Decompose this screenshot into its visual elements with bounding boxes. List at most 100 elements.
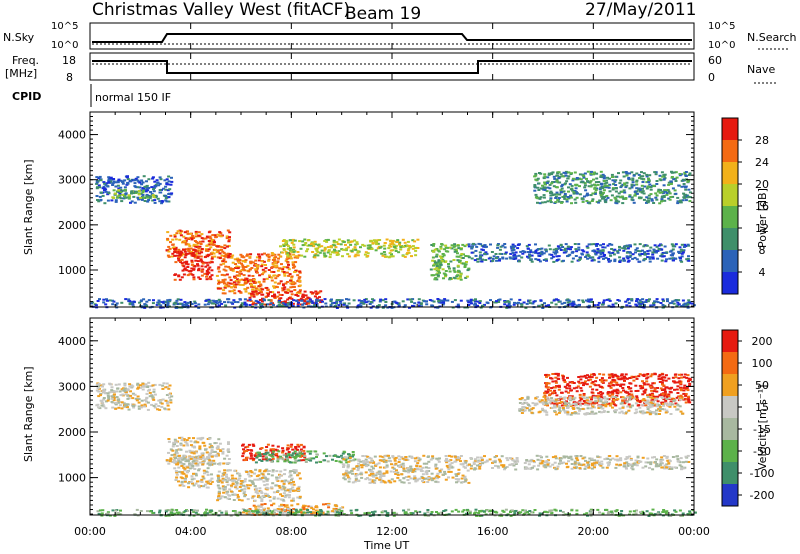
power-cell [476, 304, 479, 307]
power-cell [114, 185, 118, 188]
velocity-cell [188, 462, 192, 465]
velocity-cell [464, 478, 468, 481]
power-cell [330, 251, 334, 254]
velocity-cell [165, 402, 169, 405]
velocity-cell [343, 451, 347, 454]
power-cell [190, 263, 194, 266]
power-cell [565, 200, 569, 203]
velocity-cell [176, 455, 180, 458]
velocity-cell [160, 405, 164, 408]
velocity-cell [259, 505, 263, 508]
power-cell [178, 254, 182, 257]
velocity-cell [447, 470, 451, 473]
power-cell [120, 200, 124, 203]
power-cell [505, 306, 509, 309]
power-cell [573, 243, 577, 245]
velocity-cell [408, 455, 412, 458]
power-cell [226, 245, 229, 248]
power-cell [246, 280, 250, 283]
velocity-cell [201, 436, 205, 439]
velocity-cell [153, 383, 157, 386]
power-cell [120, 301, 124, 304]
power-cell [585, 245, 589, 248]
power-cell [491, 259, 495, 262]
power-cell [594, 184, 598, 187]
power-cell [233, 301, 237, 303]
velocity-cell [106, 399, 110, 402]
power-cell [118, 193, 122, 195]
power-cell [260, 293, 264, 296]
velocity-cell [183, 480, 187, 483]
power-cell [498, 248, 502, 251]
power-cell [378, 246, 382, 249]
power-cell [294, 269, 298, 272]
power-cell [660, 253, 664, 256]
power-cell [215, 300, 219, 302]
velocity-cell [445, 464, 449, 467]
power-cell [480, 248, 484, 251]
velocity-cell [653, 456, 656, 459]
power-cell [157, 299, 161, 302]
power-cell [304, 303, 308, 306]
velocity-cell [182, 439, 186, 442]
power-cell [143, 185, 147, 188]
velocity-cell [276, 489, 280, 492]
velocity-cell [535, 454, 539, 457]
velocity-cell [209, 463, 213, 466]
power-cell [366, 252, 370, 255]
velocity-cell [404, 470, 408, 473]
velocity-cell [241, 508, 245, 511]
velocity-cell [205, 451, 209, 454]
velocity-cell [185, 442, 189, 445]
velocity-cell [245, 484, 249, 487]
power-cell [586, 170, 590, 173]
power-cell [147, 178, 151, 181]
power-cell [368, 303, 372, 305]
velocity-cell [167, 440, 171, 443]
power-cell [143, 306, 147, 309]
power-cell [293, 271, 297, 273]
velocity-cell [117, 397, 121, 400]
power-cell [285, 244, 289, 246]
velocity-cell [236, 479, 240, 482]
power-cell [568, 300, 572, 303]
velocity-cell [427, 477, 431, 479]
power-cell [292, 250, 296, 253]
power-cell [432, 264, 435, 267]
power-cell [613, 196, 617, 199]
power-cell [561, 183, 565, 186]
velocity-cell [249, 454, 253, 457]
velocity-cell [280, 495, 284, 497]
power-cell [233, 306, 237, 309]
power-cell [107, 181, 111, 184]
velocity-cell [297, 487, 301, 490]
velocity-cell [223, 496, 227, 499]
velocity-cell [126, 397, 130, 400]
power-cell [95, 195, 99, 197]
power-cell [255, 271, 259, 274]
power-cell [180, 306, 184, 309]
velocity-cell [291, 497, 295, 500]
velocity-cell [382, 475, 386, 477]
power-cell [534, 178, 538, 181]
power-cell [286, 261, 290, 264]
power-cell [478, 300, 482, 303]
power-cell [597, 260, 601, 263]
power-cell [354, 253, 358, 256]
power-cell [425, 303, 429, 306]
power-cell [332, 301, 336, 304]
velocity-cell [169, 448, 173, 451]
velocity-cell [298, 497, 302, 500]
velocity-cell [483, 461, 487, 464]
velocity-cell [283, 468, 287, 471]
velocity-cell [496, 465, 500, 468]
power-cell [204, 249, 208, 252]
power-cell [366, 244, 370, 247]
power-cell [558, 181, 562, 184]
velocity-cell [191, 482, 194, 485]
power-cell [626, 245, 630, 248]
power-cell [672, 302, 676, 305]
power-cell [601, 249, 605, 252]
power-cell [199, 259, 203, 262]
power-cell [291, 261, 295, 264]
